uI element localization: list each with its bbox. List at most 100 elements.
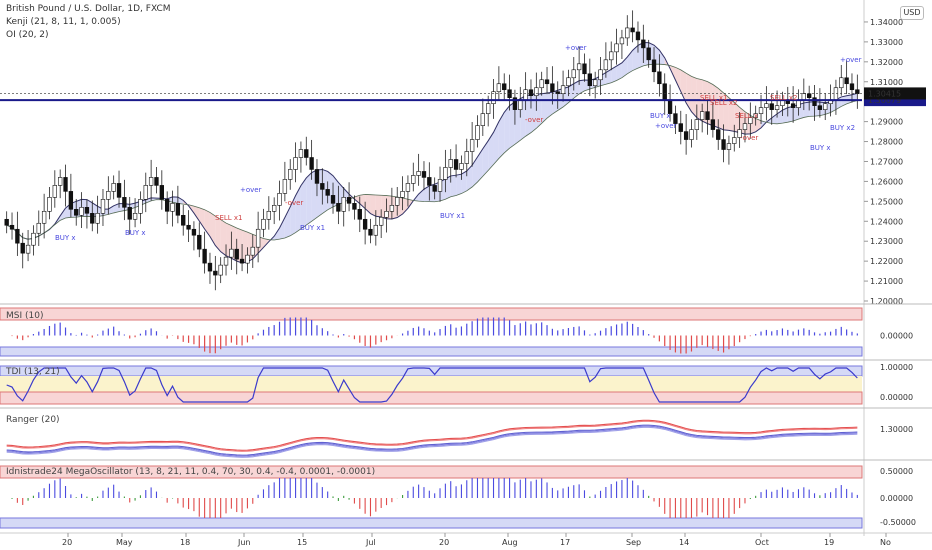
ribbon-segment [402,198,408,215]
time-tick-label: 18 [180,538,190,547]
candle-body [132,213,138,220]
time-tick-label: 20 [439,538,449,547]
ribbon-segment [675,67,681,92]
candle-body [239,258,245,264]
ribbon-segment [659,50,665,65]
candle-body [427,177,432,186]
ribbon-segment [552,90,558,115]
candle-body [459,163,464,170]
candle-body [421,171,427,178]
candle-body [314,169,320,184]
tdi-mid-band [0,376,862,392]
candle-body [213,270,218,276]
candle-body [593,79,598,87]
candle-body [186,224,191,230]
candle-body [181,214,186,226]
candle-body [320,183,325,190]
candle-body [443,167,448,180]
candle-body [673,113,678,124]
msi-panel-label: MSI (10) [6,311,43,321]
fast-ma-line [6,42,858,264]
ribbon-segment [279,217,285,240]
ribbon-segment [423,185,430,202]
ribbon-segment [605,69,612,85]
last-price-label: 1.30415 [868,89,901,98]
candle-body [716,129,721,140]
candle-body [368,228,373,236]
time-tick-label: Sep [626,538,641,547]
candle-body [304,149,309,158]
candle-body [288,169,293,180]
ribbon-segment [787,106,794,123]
signal-annotation: +over [840,56,862,64]
osc-upper-band [0,465,863,479]
candle-body [111,183,116,192]
currency-button[interactable]: USD [900,6,924,20]
candle-body [234,248,239,260]
candle-body [518,99,523,110]
time-tick-label: No [880,538,891,547]
candle-body [362,218,368,230]
price-tick-label: 1.29000 [870,118,903,127]
candle-body [721,139,726,150]
candle-body [491,91,496,104]
ribbon-segment [637,42,644,69]
time-tick-label: 19 [824,538,834,547]
ribbon-segment [568,83,574,103]
candle-body [475,125,480,140]
time-tick-label: Jul [365,538,376,547]
candle-body [197,234,202,250]
ribbon-segment [493,121,499,165]
ribbon-segment [718,88,724,130]
candle-body [544,79,550,85]
ribbon-segment [290,195,296,236]
candle-body [469,139,475,152]
price-tick-label: 1.24000 [870,217,903,226]
price-tick-label: 1.26000 [870,177,903,186]
candle-body [52,185,57,198]
signal-annotation: BUY x [810,144,831,152]
candle-body [68,191,74,210]
candle-body [36,222,41,234]
candle-body [154,177,159,186]
candle-body [207,262,213,272]
candle-body [373,224,378,236]
candle-body [641,39,646,49]
candle-body [405,183,411,192]
candle-body [448,159,453,168]
candle-body [9,224,15,230]
ribbon-segment [632,45,638,71]
candle-body [416,171,421,176]
candle-body [336,203,341,212]
signal-annotation: SELL x1 [215,214,243,222]
candle-body [261,218,266,230]
ribbon-segment [616,62,622,81]
candle-body [400,191,405,198]
ribbon-segment [220,219,227,256]
candle-body [732,137,737,144]
candle-body [31,232,36,246]
level-label: 1.30079 [868,96,901,105]
signal-annotation: BUY x [125,229,146,237]
candle-body [817,105,823,110]
candle-body [609,51,614,61]
tdi-tick-label: 1.00000 [880,363,913,372]
candle-body [100,199,106,214]
candle-body [614,43,619,53]
ribbon-segment [509,101,515,149]
ribbon-segment [782,107,788,124]
candle-body [512,97,518,110]
ribbon-segment [680,69,687,103]
candle-body [148,177,154,186]
candle-body [566,77,571,87]
candle-body [646,47,651,61]
candle-body [4,218,9,226]
msi-upper-band [0,307,863,321]
candle-body [298,149,304,158]
ribbon-segment [579,80,585,94]
candle-body [116,183,122,198]
candle-body [726,143,732,150]
candle-body [74,209,79,216]
candle-body [432,185,437,192]
